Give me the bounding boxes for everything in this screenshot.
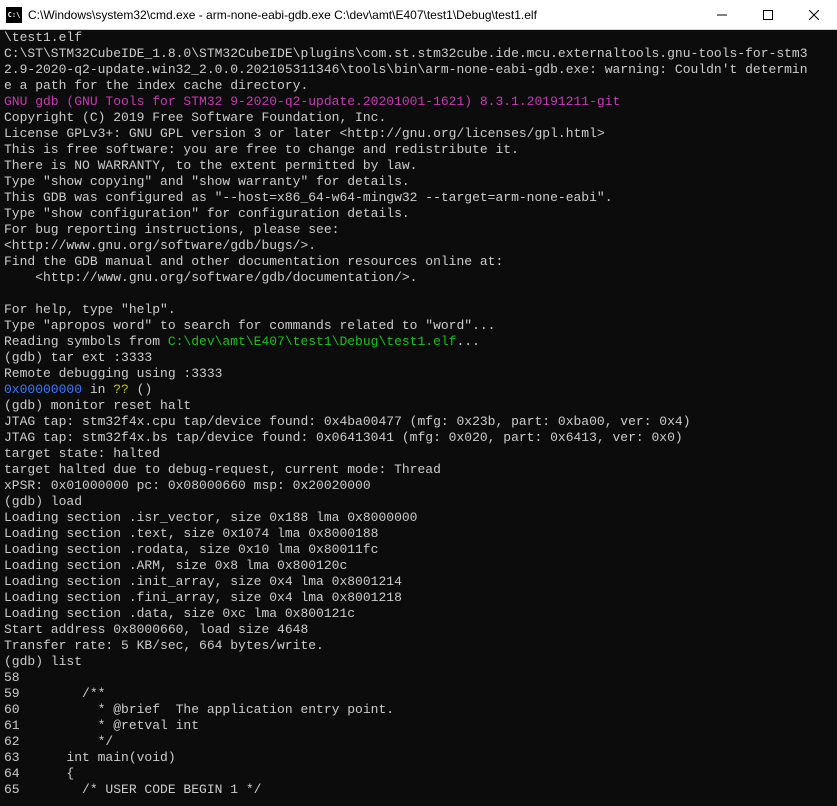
terminal-line: This is free software: you are free to c…	[4, 142, 833, 158]
terminal-line: 62 */	[4, 734, 833, 750]
terminal-line: 58	[4, 670, 833, 686]
terminal-line: <http://www.gnu.org/software/gdb/documen…	[4, 270, 833, 286]
terminal-line: Loading section .ARM, size 0x8 lma 0x800…	[4, 558, 833, 574]
terminal-line: (gdb) monitor reset halt	[4, 398, 833, 414]
terminal-line: Remote debugging using :3333	[4, 366, 833, 382]
terminal-line: 59 /**	[4, 686, 833, 702]
terminal-line: Type "show copying" and "show warranty" …	[4, 174, 833, 190]
terminal-line: C:\ST\STM32CubeIDE_1.8.0\STM32CubeIDE\pl…	[4, 46, 833, 62]
terminal-line: Find the GDB manual and other documentat…	[4, 254, 833, 270]
terminal-line: JTAG tap: stm32f4x.cpu tap/device found:…	[4, 414, 833, 430]
terminal-line: For bug reporting instructions, please s…	[4, 222, 833, 238]
terminal-line: \test1.elf	[4, 30, 833, 46]
terminal-line: Type "show configuration" for configurat…	[4, 206, 833, 222]
terminal-line: This GDB was configured as "--host=x86_6…	[4, 190, 833, 206]
terminal-line: Loading section .fini_array, size 0x4 lm…	[4, 590, 833, 606]
cmd-icon: C:\	[6, 7, 22, 23]
terminal-line: 60 * @brief The application entry point.	[4, 702, 833, 718]
terminal-line: (gdb) load	[4, 494, 833, 510]
terminal-line: 0x00000000 in ?? ()	[4, 382, 833, 398]
terminal-line: GNU gdb (GNU Tools for STM32 9-2020-q2-u…	[4, 94, 833, 110]
terminal-line: Loading section .text, size 0x1074 lma 0…	[4, 526, 833, 542]
terminal-line: Loading section .isr_vector, size 0x188 …	[4, 510, 833, 526]
minimize-button[interactable]	[699, 0, 745, 29]
terminal-line: xPSR: 0x01000000 pc: 0x08000660 msp: 0x2…	[4, 478, 833, 494]
terminal-line: e a path for the index cache directory.	[4, 78, 833, 94]
terminal-line: Loading section .rodata, size 0x10 lma 0…	[4, 542, 833, 558]
terminal-line: Copyright (C) 2019 Free Software Foundat…	[4, 110, 833, 126]
window-title: C:\Windows\system32\cmd.exe - arm-none-e…	[28, 8, 699, 22]
terminal-line: 61 * @retval int	[4, 718, 833, 734]
terminal-line: There is NO WARRANTY, to the extent perm…	[4, 158, 833, 174]
terminal-line: Loading section .init_array, size 0x4 lm…	[4, 574, 833, 590]
terminal-line: (gdb) list	[4, 654, 833, 670]
terminal-line: 2.9-2020-q2-update.win32_2.0.0.202105311…	[4, 62, 833, 78]
terminal-line: <http://www.gnu.org/software/gdb/bugs/>.	[4, 238, 833, 254]
terminal-line: target state: halted	[4, 446, 833, 462]
terminal-line: License GPLv3+: GNU GPL version 3 or lat…	[4, 126, 833, 142]
terminal-line: 63 int main(void)	[4, 750, 833, 766]
terminal-line	[4, 286, 833, 302]
terminal-line: 64 {	[4, 766, 833, 782]
terminal-line: Type "apropos word" to search for comman…	[4, 318, 833, 334]
terminal-line: 65 /* USER CODE BEGIN 1 */	[4, 782, 833, 798]
maximize-button[interactable]	[745, 0, 791, 29]
terminal-line: Loading section .data, size 0xc lma 0x80…	[4, 606, 833, 622]
terminal-line: (gdb) tar ext :3333	[4, 350, 833, 366]
window-titlebar: C:\ C:\Windows\system32\cmd.exe - arm-no…	[0, 0, 837, 30]
terminal-output[interactable]: \test1.elfC:\ST\STM32CubeIDE_1.8.0\STM32…	[0, 30, 837, 806]
window-controls	[699, 0, 837, 29]
terminal-line: Start address 0x8000660, load size 4648	[4, 622, 833, 638]
terminal-line: target halted due to debug-request, curr…	[4, 462, 833, 478]
terminal-line: For help, type "help".	[4, 302, 833, 318]
terminal-line: JTAG tap: stm32f4x.bs tap/device found: …	[4, 430, 833, 446]
terminal-line: Transfer rate: 5 KB/sec, 664 bytes/write…	[4, 638, 833, 654]
close-button[interactable]	[791, 0, 837, 29]
terminal-line: Reading symbols from C:\dev\amt\E407\tes…	[4, 334, 833, 350]
